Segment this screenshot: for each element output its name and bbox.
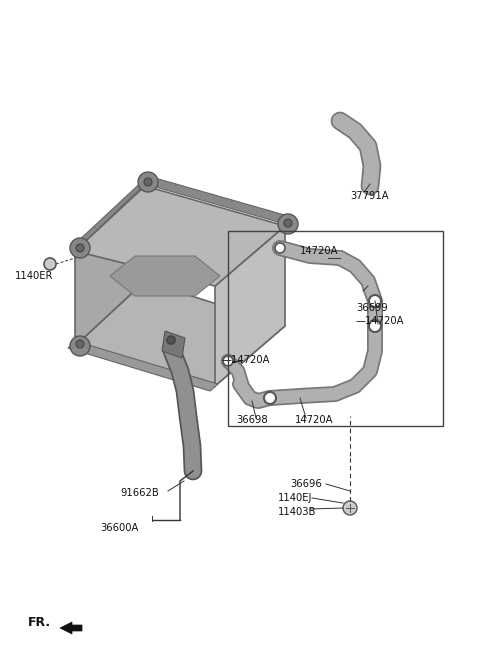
Text: 1140ER: 1140ER [15, 271, 53, 281]
Text: 36699: 36699 [356, 303, 388, 313]
Circle shape [223, 356, 233, 366]
Text: —14720A: —14720A [356, 316, 405, 326]
Text: 14720A: 14720A [300, 246, 338, 256]
Text: 91662B: 91662B [120, 488, 159, 498]
Circle shape [278, 214, 298, 234]
Polygon shape [162, 331, 185, 358]
Polygon shape [145, 176, 288, 224]
Circle shape [369, 295, 381, 307]
Circle shape [275, 243, 285, 253]
Text: FR.: FR. [28, 616, 51, 629]
Text: 11403B: 11403B [278, 507, 316, 517]
Text: 1140EJ: 1140EJ [278, 493, 312, 503]
Polygon shape [110, 256, 220, 296]
Circle shape [264, 392, 276, 404]
Circle shape [284, 219, 292, 227]
Polygon shape [75, 176, 148, 251]
Text: 36600A: 36600A [100, 523, 138, 533]
Polygon shape [75, 186, 285, 286]
Polygon shape [75, 281, 285, 386]
Polygon shape [75, 186, 145, 346]
Circle shape [70, 336, 90, 356]
Text: —14720A: —14720A [222, 355, 271, 365]
Bar [228, 231, 443, 426]
Polygon shape [60, 622, 82, 634]
Circle shape [44, 258, 56, 270]
Circle shape [70, 238, 90, 258]
Circle shape [76, 244, 84, 252]
Polygon shape [215, 226, 285, 386]
Circle shape [144, 178, 152, 186]
Text: 14720A: 14720A [295, 415, 334, 425]
Circle shape [369, 320, 381, 332]
Circle shape [167, 336, 175, 344]
Text: 36698: 36698 [236, 415, 268, 425]
Circle shape [138, 172, 158, 192]
Polygon shape [68, 341, 218, 391]
Text: 37791A: 37791A [350, 191, 389, 201]
Circle shape [76, 340, 84, 348]
Circle shape [343, 501, 357, 515]
Text: 36696: 36696 [290, 479, 322, 489]
